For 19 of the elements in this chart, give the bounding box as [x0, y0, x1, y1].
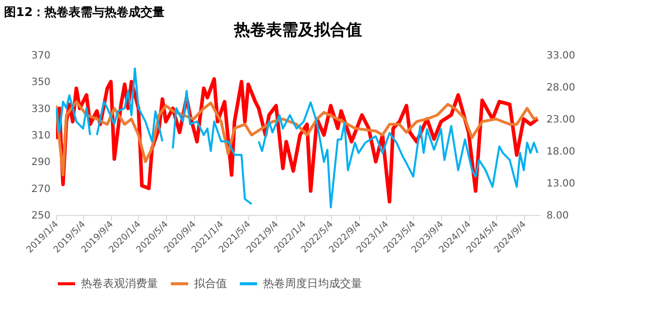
y2-tick-label: 8.00: [546, 210, 569, 222]
line-series: [56, 100, 539, 176]
chart-title: 热卷表需及拟合值: [233, 20, 362, 39]
legend-label: 热卷表观消费量: [81, 276, 158, 290]
y-tick-label: 250: [31, 210, 50, 222]
y2-tick-label: 28.00: [546, 82, 576, 94]
y-tick-label: 330: [31, 104, 50, 115]
legend-label: 热卷周度日均成交量: [263, 276, 362, 290]
legend-label: 拟合值: [194, 276, 227, 290]
y2-tick-label: 18.00: [546, 146, 576, 158]
y-tick-label: 310: [31, 130, 50, 142]
y-tick-label: 290: [31, 157, 50, 168]
y-tick-label: 370: [31, 50, 50, 62]
y-tick-label: 270: [31, 184, 50, 195]
y-tick-label: 350: [31, 77, 50, 88]
caption: 图12：热卷表需与热卷成交量: [4, 5, 165, 19]
y2-tick-label: 23.00: [546, 114, 576, 126]
y2-tick-label: 13.00: [546, 178, 576, 190]
y2-tick-label: 33.00: [546, 50, 576, 62]
